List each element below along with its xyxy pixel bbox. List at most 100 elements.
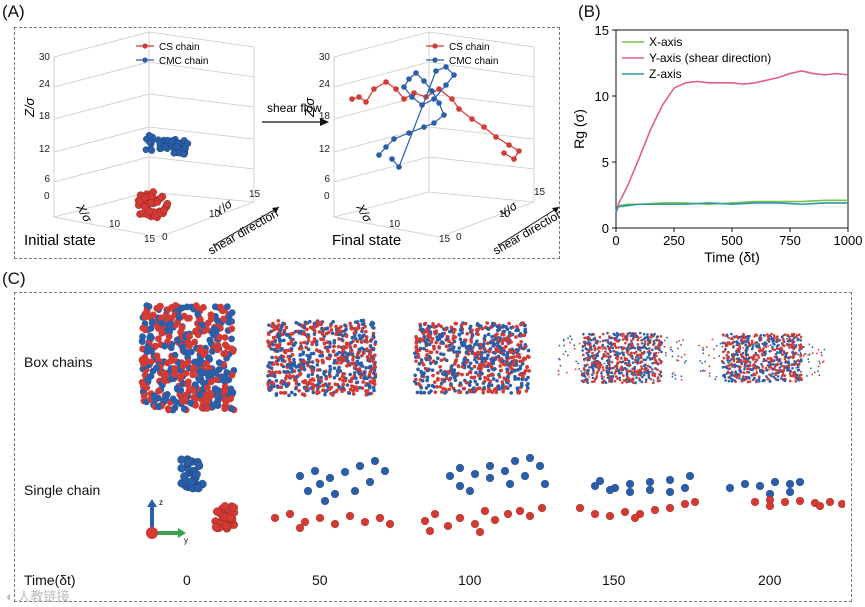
- box-bead: [490, 334, 494, 339]
- box-bead: [511, 362, 515, 367]
- box-bead: [625, 347, 628, 351]
- box-bead: [590, 354, 594, 358]
- box-bead: [817, 365, 820, 368]
- box-bead: [274, 370, 279, 374]
- box-bead: [470, 328, 474, 333]
- box-bead: [504, 324, 508, 329]
- box-bead: [766, 335, 770, 339]
- box-chains-snapshot: [698, 332, 826, 384]
- box-bead: [659, 335, 663, 338]
- box-bead: [683, 353, 686, 356]
- box-bead: [186, 314, 193, 322]
- box-bead: [557, 369, 560, 372]
- box-bead: [592, 357, 595, 360]
- box-bead: [328, 367, 333, 372]
- box-bead: [419, 390, 423, 395]
- chain-bead: [465, 486, 475, 496]
- box-bead: [192, 302, 200, 310]
- box-bead: [177, 386, 185, 394]
- box-bead: [764, 352, 767, 355]
- box-bead: [702, 348, 705, 351]
- box-bead: [465, 332, 470, 336]
- box-bead: [800, 347, 803, 351]
- box-bead: [336, 356, 340, 361]
- box-bead: [293, 392, 297, 397]
- chain-bead: [383, 144, 389, 150]
- box-bead: [367, 372, 372, 377]
- chain-bead: [665, 487, 675, 497]
- box-bead: [624, 341, 627, 345]
- box-bead: [652, 342, 656, 345]
- box-bead: [744, 344, 747, 347]
- box-bead: [468, 380, 473, 384]
- box-bead: [468, 346, 473, 351]
- time-value: 200: [758, 572, 782, 588]
- box-bead: [648, 356, 652, 360]
- chain-bead: [650, 505, 660, 515]
- box-bead: [420, 378, 425, 383]
- box-bead: [414, 359, 418, 363]
- y-tick: 0: [162, 232, 168, 243]
- box-bead: [566, 354, 569, 357]
- box-bead: [368, 370, 373, 374]
- box-bead: [506, 375, 510, 380]
- box-bead: [732, 356, 735, 359]
- box-bead: [629, 351, 633, 355]
- box-bead: [414, 334, 418, 339]
- chain-bead: [401, 84, 407, 90]
- box-bead: [800, 377, 803, 380]
- chain-bead: [320, 496, 330, 506]
- box-bead: [732, 336, 735, 339]
- box-bead: [281, 355, 286, 359]
- box-bead: [631, 368, 634, 371]
- box-bead: [630, 346, 634, 350]
- box-bead: [351, 357, 355, 362]
- box-bead: [777, 347, 781, 351]
- box-bead: [373, 340, 378, 344]
- box-bead: [656, 368, 659, 372]
- box-bead: [634, 381, 637, 384]
- box-bead: [525, 365, 529, 370]
- box-bead: [521, 375, 525, 379]
- box-bead: [480, 351, 484, 356]
- box-bead: [430, 368, 435, 373]
- box-bead: [749, 369, 752, 371]
- box-bead: [483, 349, 488, 354]
- chain-bead: [330, 519, 340, 529]
- chain-bead: [449, 96, 455, 102]
- box-bead: [203, 384, 211, 392]
- box-bead: [615, 368, 618, 372]
- box-bead: [215, 359, 223, 367]
- box-bead: [518, 359, 522, 364]
- box-bead: [638, 368, 642, 372]
- box-bead: [365, 376, 369, 381]
- box-bead: [360, 326, 365, 331]
- box-bead: [452, 362, 457, 366]
- box-bead: [420, 371, 424, 376]
- y-tick: 10: [499, 209, 511, 220]
- box-bead: [355, 380, 360, 385]
- chain-bead: [401, 96, 407, 102]
- box-bead: [610, 336, 613, 340]
- box-bead: [774, 373, 778, 377]
- box-bead: [167, 357, 175, 365]
- box-bead: [279, 390, 283, 395]
- box-bead: [277, 370, 282, 375]
- box-bead: [739, 358, 743, 362]
- box-bead: [488, 379, 493, 384]
- box-bead: [415, 390, 420, 395]
- box-bead: [677, 355, 680, 358]
- box-bead: [152, 342, 159, 350]
- box-bead: [464, 346, 469, 350]
- box-bead: [745, 370, 749, 374]
- time-value: 0: [183, 572, 191, 588]
- box-bead: [601, 343, 605, 347]
- legend-cs-label: CS chain: [159, 42, 200, 53]
- box-bead: [740, 338, 742, 341]
- box-bead: [608, 347, 612, 350]
- cmc-bead: [156, 139, 164, 147]
- box-bead: [767, 338, 770, 342]
- box-bead: [759, 349, 763, 352]
- box-bead: [730, 332, 733, 336]
- box-bead: [337, 384, 341, 389]
